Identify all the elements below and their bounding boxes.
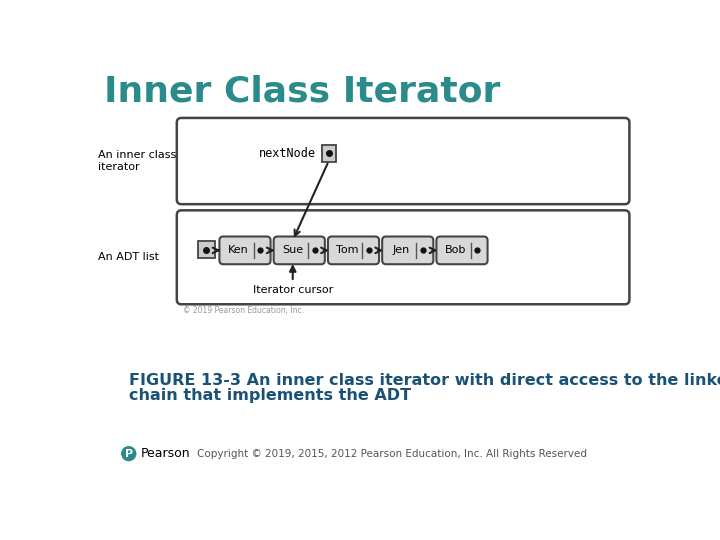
Text: P: P	[125, 449, 132, 458]
Text: nextNode: nextNode	[259, 147, 316, 160]
FancyBboxPatch shape	[274, 237, 325, 264]
FancyBboxPatch shape	[436, 237, 487, 264]
FancyBboxPatch shape	[220, 237, 271, 264]
FancyBboxPatch shape	[177, 211, 629, 304]
Text: An ADT list: An ADT list	[98, 252, 158, 262]
FancyBboxPatch shape	[198, 241, 215, 258]
FancyBboxPatch shape	[177, 118, 629, 204]
Text: Copyright © 2019, 2015, 2012 Pearson Education, Inc. All Rights Reserved: Copyright © 2019, 2015, 2012 Pearson Edu…	[197, 449, 588, 458]
Text: FIGURE 13-3 An inner class iterator with direct access to the linked: FIGURE 13-3 An inner class iterator with…	[129, 373, 720, 388]
FancyBboxPatch shape	[322, 145, 336, 162]
FancyBboxPatch shape	[382, 237, 433, 264]
Text: Pearson: Pearson	[140, 447, 190, 460]
Text: Bob: Bob	[445, 245, 466, 255]
Text: Ken: Ken	[228, 245, 249, 255]
Text: An inner class
iterator: An inner class iterator	[98, 150, 176, 172]
Text: Iterator cursor: Iterator cursor	[253, 285, 333, 295]
Text: © 2019 Pearson Education, Inc.: © 2019 Pearson Education, Inc.	[183, 306, 304, 315]
Text: Tom: Tom	[336, 245, 359, 255]
Text: chain that implements the ADT: chain that implements the ADT	[129, 388, 411, 403]
FancyBboxPatch shape	[328, 237, 379, 264]
Text: Inner Class Iterator: Inner Class Iterator	[104, 74, 500, 108]
Text: Sue: Sue	[282, 245, 303, 255]
Circle shape	[122, 447, 136, 461]
Text: Jen: Jen	[392, 245, 410, 255]
